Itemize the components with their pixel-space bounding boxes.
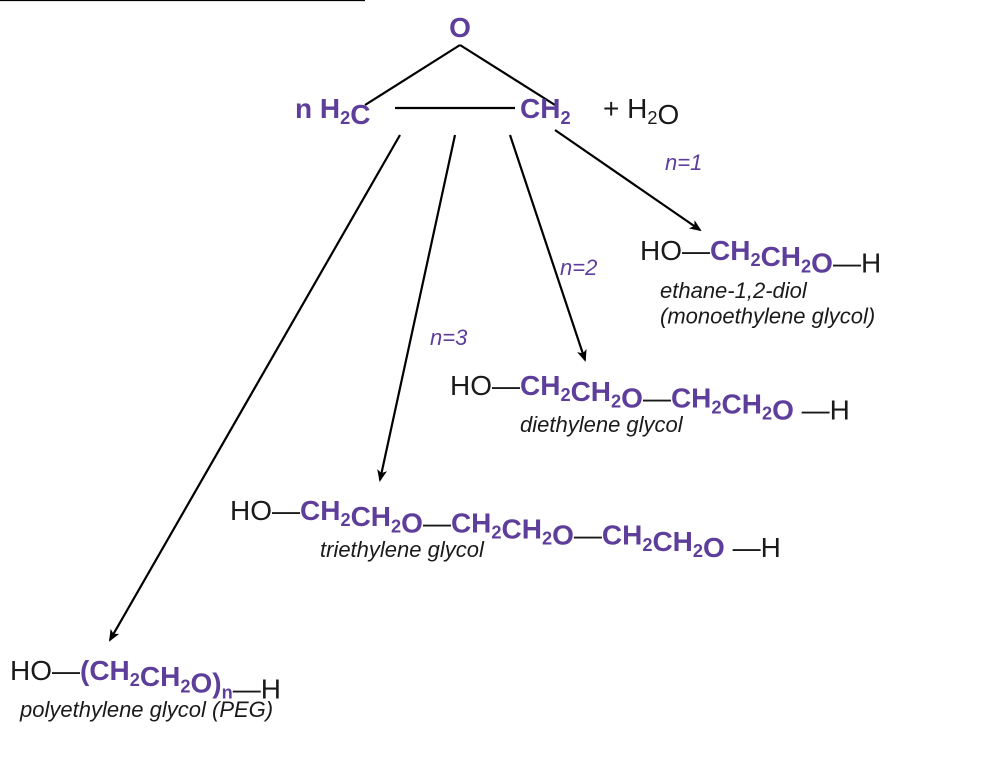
caption-p4-0: polyethylene glycol (PEG)	[19, 697, 273, 722]
product-p3: HO—CH2CH2O—CH2CH2O—CH2CH2O —H	[230, 495, 781, 563]
reactant-right: CH2	[520, 93, 571, 128]
n-label-a1: n=1	[665, 150, 702, 175]
reaction-diagram: On H2C CH2 + H2O n=1 n=2 n=3 HO—CH2CH2O—Hethan…	[0, 0, 1000, 760]
product-p1: HO—CH2CH2O—H	[640, 235, 881, 278]
reaction-arrow	[380, 135, 455, 480]
reactant-oxygen: O	[449, 12, 471, 43]
reactant-water: + H2O	[603, 93, 679, 130]
dynamic-layer: On H2C CH2 + H2O n=1 n=2 n=3 HO—CH2CH2O—Hethan…	[10, 12, 881, 722]
reaction-arrow	[510, 135, 585, 360]
caption-p1-0: ethane-1,2-diol	[660, 278, 808, 303]
reaction-arrow	[555, 130, 700, 230]
reactant-left: n H2C	[295, 93, 370, 130]
caption-p3-0: triethylene glycol	[320, 537, 485, 562]
n-label-a2: n=2	[560, 255, 597, 280]
caption-p2-0: diethylene glycol	[520, 412, 684, 437]
n-label-a3: n=3	[430, 325, 468, 350]
caption-p1-1: (monoethylene glycol)	[660, 303, 875, 328]
reaction-arrow	[110, 135, 400, 640]
